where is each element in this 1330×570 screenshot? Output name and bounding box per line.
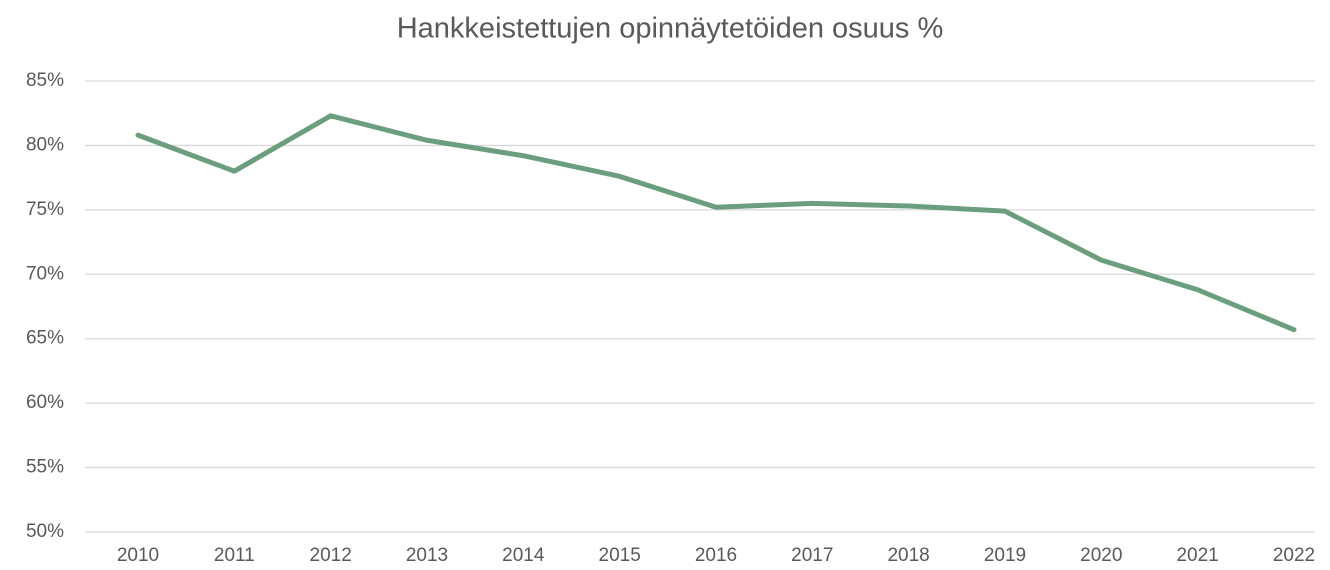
chart-title: Hankkeistettujen opinnäytetöiden osuus %	[397, 13, 944, 45]
y-tick-label: 50%	[26, 521, 64, 542]
x-tick-label: 2022	[1273, 545, 1315, 566]
y-tick-label: 70%	[26, 263, 64, 284]
x-tick-label: 2021	[1176, 545, 1218, 566]
x-tick-label: 2011	[214, 545, 255, 566]
y-tick-label: 85%	[26, 70, 64, 91]
x-tick-label: 2017	[791, 545, 833, 566]
y-tick-label: 65%	[26, 328, 64, 349]
x-tick-label: 2012	[310, 545, 352, 566]
y-tick-label: 60%	[26, 392, 64, 413]
y-tick-label: 75%	[26, 199, 64, 220]
x-tick-label: 2019	[984, 545, 1026, 566]
x-tick-label: 2014	[502, 545, 545, 566]
data-line	[135, 113, 1297, 333]
x-tick-label: 2015	[599, 545, 641, 566]
x-tick-label: 2013	[406, 545, 448, 566]
y-tick-label: 55%	[26, 457, 64, 478]
x-tick-label: 2020	[1080, 545, 1122, 566]
y-tick-label: 80%	[26, 134, 64, 155]
x-tick-label: 2018	[887, 545, 929, 566]
x-tick-label: 2010	[117, 545, 159, 566]
x-tick-label: 2016	[695, 545, 737, 566]
